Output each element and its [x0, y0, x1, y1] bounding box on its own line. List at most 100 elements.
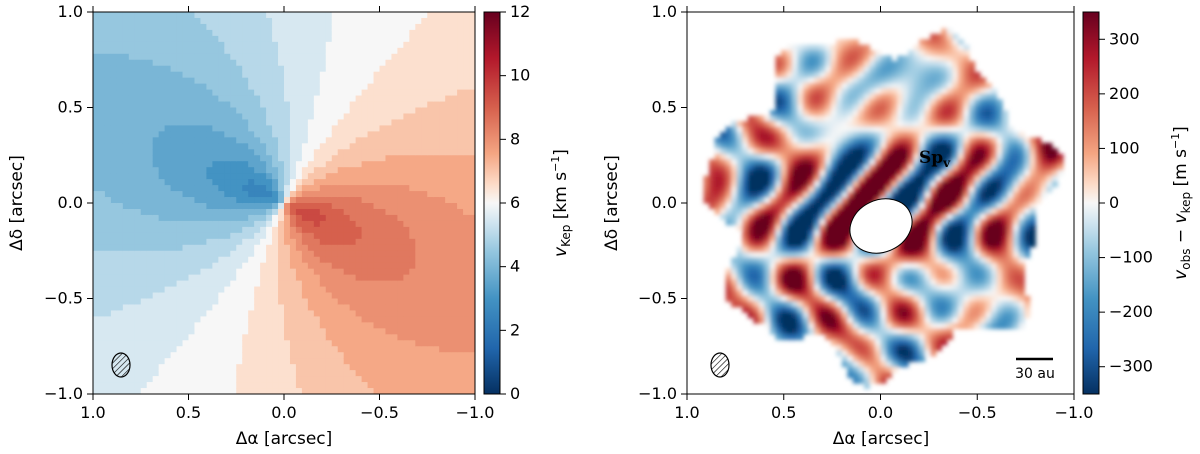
left-field-cell: [134, 256, 142, 264]
left-field-cell: [379, 119, 387, 127]
left-field-cell: [140, 286, 148, 294]
right-field-cell: [797, 153, 804, 160]
right-field-cell: [764, 126, 771, 133]
left-field-cell: [188, 131, 196, 138]
left-field-cell: [170, 316, 178, 323]
left-field-cell: [427, 316, 434, 323]
right-field-cell: [803, 61, 810, 68]
left-field-cell: [355, 131, 363, 138]
left-field-cell: [463, 340, 470, 347]
left-field-cell: [301, 364, 309, 371]
left-field-cell: [254, 173, 261, 180]
left-field-cell: [289, 232, 297, 240]
left-field-cell: [421, 83, 428, 91]
left-field-cell: [451, 346, 458, 353]
left-field-cell: [254, 382, 261, 389]
left-field-cell: [319, 149, 327, 156]
left-field-cell: [451, 35, 458, 43]
left-field-cell: [236, 268, 243, 276]
left-field-cell: [128, 364, 136, 371]
left-field-cell: [206, 59, 213, 67]
right-field-cell: [792, 132, 799, 139]
left-field-cell: [206, 328, 213, 335]
left-field-cell: [230, 244, 237, 252]
right-field-cell: [731, 197, 738, 204]
right-field-cell: [808, 208, 815, 215]
right-field-cell: [780, 181, 788, 188]
left-field-cell: [325, 304, 333, 312]
left-field-cell: [421, 358, 428, 365]
left-field-cell: [98, 185, 106, 192]
left-field-cell: [122, 280, 130, 288]
left-field-cell: [337, 220, 345, 228]
left-field-cell: [331, 167, 339, 174]
left-field-cell: [313, 23, 321, 31]
left-field-cell: [355, 376, 363, 383]
left-field-cell: [254, 107, 261, 115]
left-field-cell: [98, 370, 106, 377]
left-field-cell: [278, 304, 285, 312]
right-field-cell: [803, 252, 810, 259]
left-field-cell: [182, 244, 190, 252]
left-field-cell: [230, 179, 237, 186]
left-field-cell: [272, 310, 279, 318]
left-field-cell: [146, 83, 154, 91]
left-field-cell: [325, 238, 333, 246]
left-field-cell: [248, 262, 255, 270]
right-field-cell: [814, 77, 821, 84]
left-field-cell: [409, 173, 416, 180]
left-field-cell: [307, 12, 315, 19]
left-field-cell: [164, 256, 172, 264]
left-field-cell: [421, 17, 428, 25]
left-field-cell: [421, 23, 428, 31]
left-field-cell: [331, 12, 339, 19]
right-field-cell: [786, 333, 793, 341]
right-field-cell: [758, 295, 765, 302]
left-field-cell: [457, 179, 464, 186]
left-field-cell: [325, 83, 333, 91]
left-field-cell: [301, 143, 309, 150]
left-field-cell: [98, 143, 106, 150]
left-field-cell: [152, 71, 160, 79]
left-field-cell: [236, 179, 243, 186]
left-field-cell: [319, 232, 327, 240]
right-field-cell: [775, 301, 782, 308]
right-field-cell: [747, 181, 754, 188]
left-field-cell: [433, 304, 440, 312]
left-field-cell: [152, 214, 160, 222]
left-field-cell: [200, 292, 208, 300]
left-field-cell: [325, 107, 333, 115]
right-field-cell: [792, 263, 799, 270]
left-field-cell: [355, 71, 363, 79]
left-field-cell: [212, 12, 219, 19]
left-field-cell: [427, 370, 434, 377]
left-field-cell: [295, 274, 303, 282]
right-field-cell: [803, 55, 810, 62]
left-field-cell: [272, 328, 279, 335]
left-field-cell: [463, 358, 470, 365]
left-field-cell: [116, 119, 124, 127]
left-field-cell: [469, 77, 475, 85]
left-field-cell: [182, 292, 190, 300]
left-field-cell: [146, 370, 154, 377]
left-field-cell: [158, 149, 166, 156]
left-field-cell: [295, 238, 303, 246]
left-field-cell: [98, 250, 106, 258]
left-field-cell: [385, 173, 393, 180]
left-field-cell: [409, 364, 416, 371]
left-field-cell: [319, 101, 327, 109]
left-field-cell: [457, 352, 464, 359]
left-field-cell: [295, 208, 303, 216]
left-field-cell: [272, 352, 279, 359]
left-field-cell: [289, 256, 297, 264]
left-field-cell: [248, 113, 255, 121]
left-field-cell: [128, 71, 136, 79]
left-field-cell: [140, 358, 148, 365]
right-field-cell: [764, 115, 771, 122]
left-field-cell: [385, 179, 393, 186]
left-field-cell: [385, 113, 393, 121]
left-field-cell: [409, 310, 416, 318]
left-field-cell: [218, 191, 225, 198]
left-field-cell: [224, 12, 231, 19]
left-field-cell: [152, 364, 160, 371]
